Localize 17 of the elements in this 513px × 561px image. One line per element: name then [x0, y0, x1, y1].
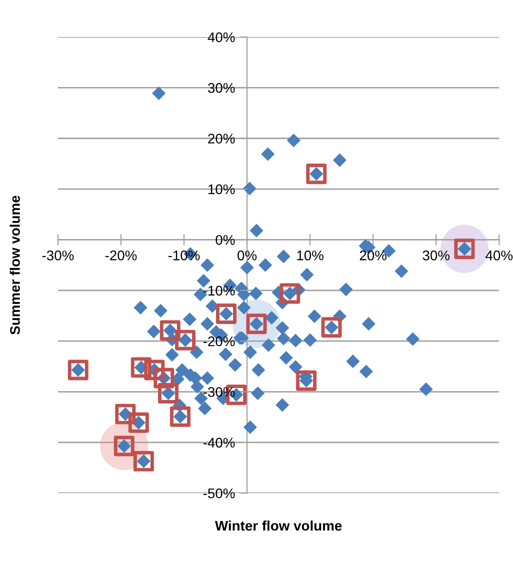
y-tick-label: 30% — [208, 83, 235, 93]
x-tick-label: -30% — [42, 250, 74, 260]
x-tick-label: 10% — [297, 250, 324, 260]
y-tick-label: 40% — [208, 32, 235, 42]
x-axis-title: Winter flow volume — [214, 520, 342, 531]
y-axis-title: Summer flow volume — [10, 196, 20, 335]
y-tick-label: 10% — [208, 184, 235, 194]
x-tick-label: 20% — [360, 250, 387, 260]
y-tick-label: -50% — [203, 488, 235, 498]
y-tick-label: -40% — [203, 438, 235, 448]
y-tick-label: 0% — [216, 235, 235, 245]
y-tick-label: -20% — [203, 336, 235, 346]
x-tick-label: -20% — [105, 250, 137, 260]
x-tick-label: 0% — [238, 250, 257, 260]
x-tick-label: 30% — [422, 250, 450, 260]
y-tick-label: 20% — [208, 134, 235, 144]
x-tick-label: 40% — [486, 250, 513, 260]
